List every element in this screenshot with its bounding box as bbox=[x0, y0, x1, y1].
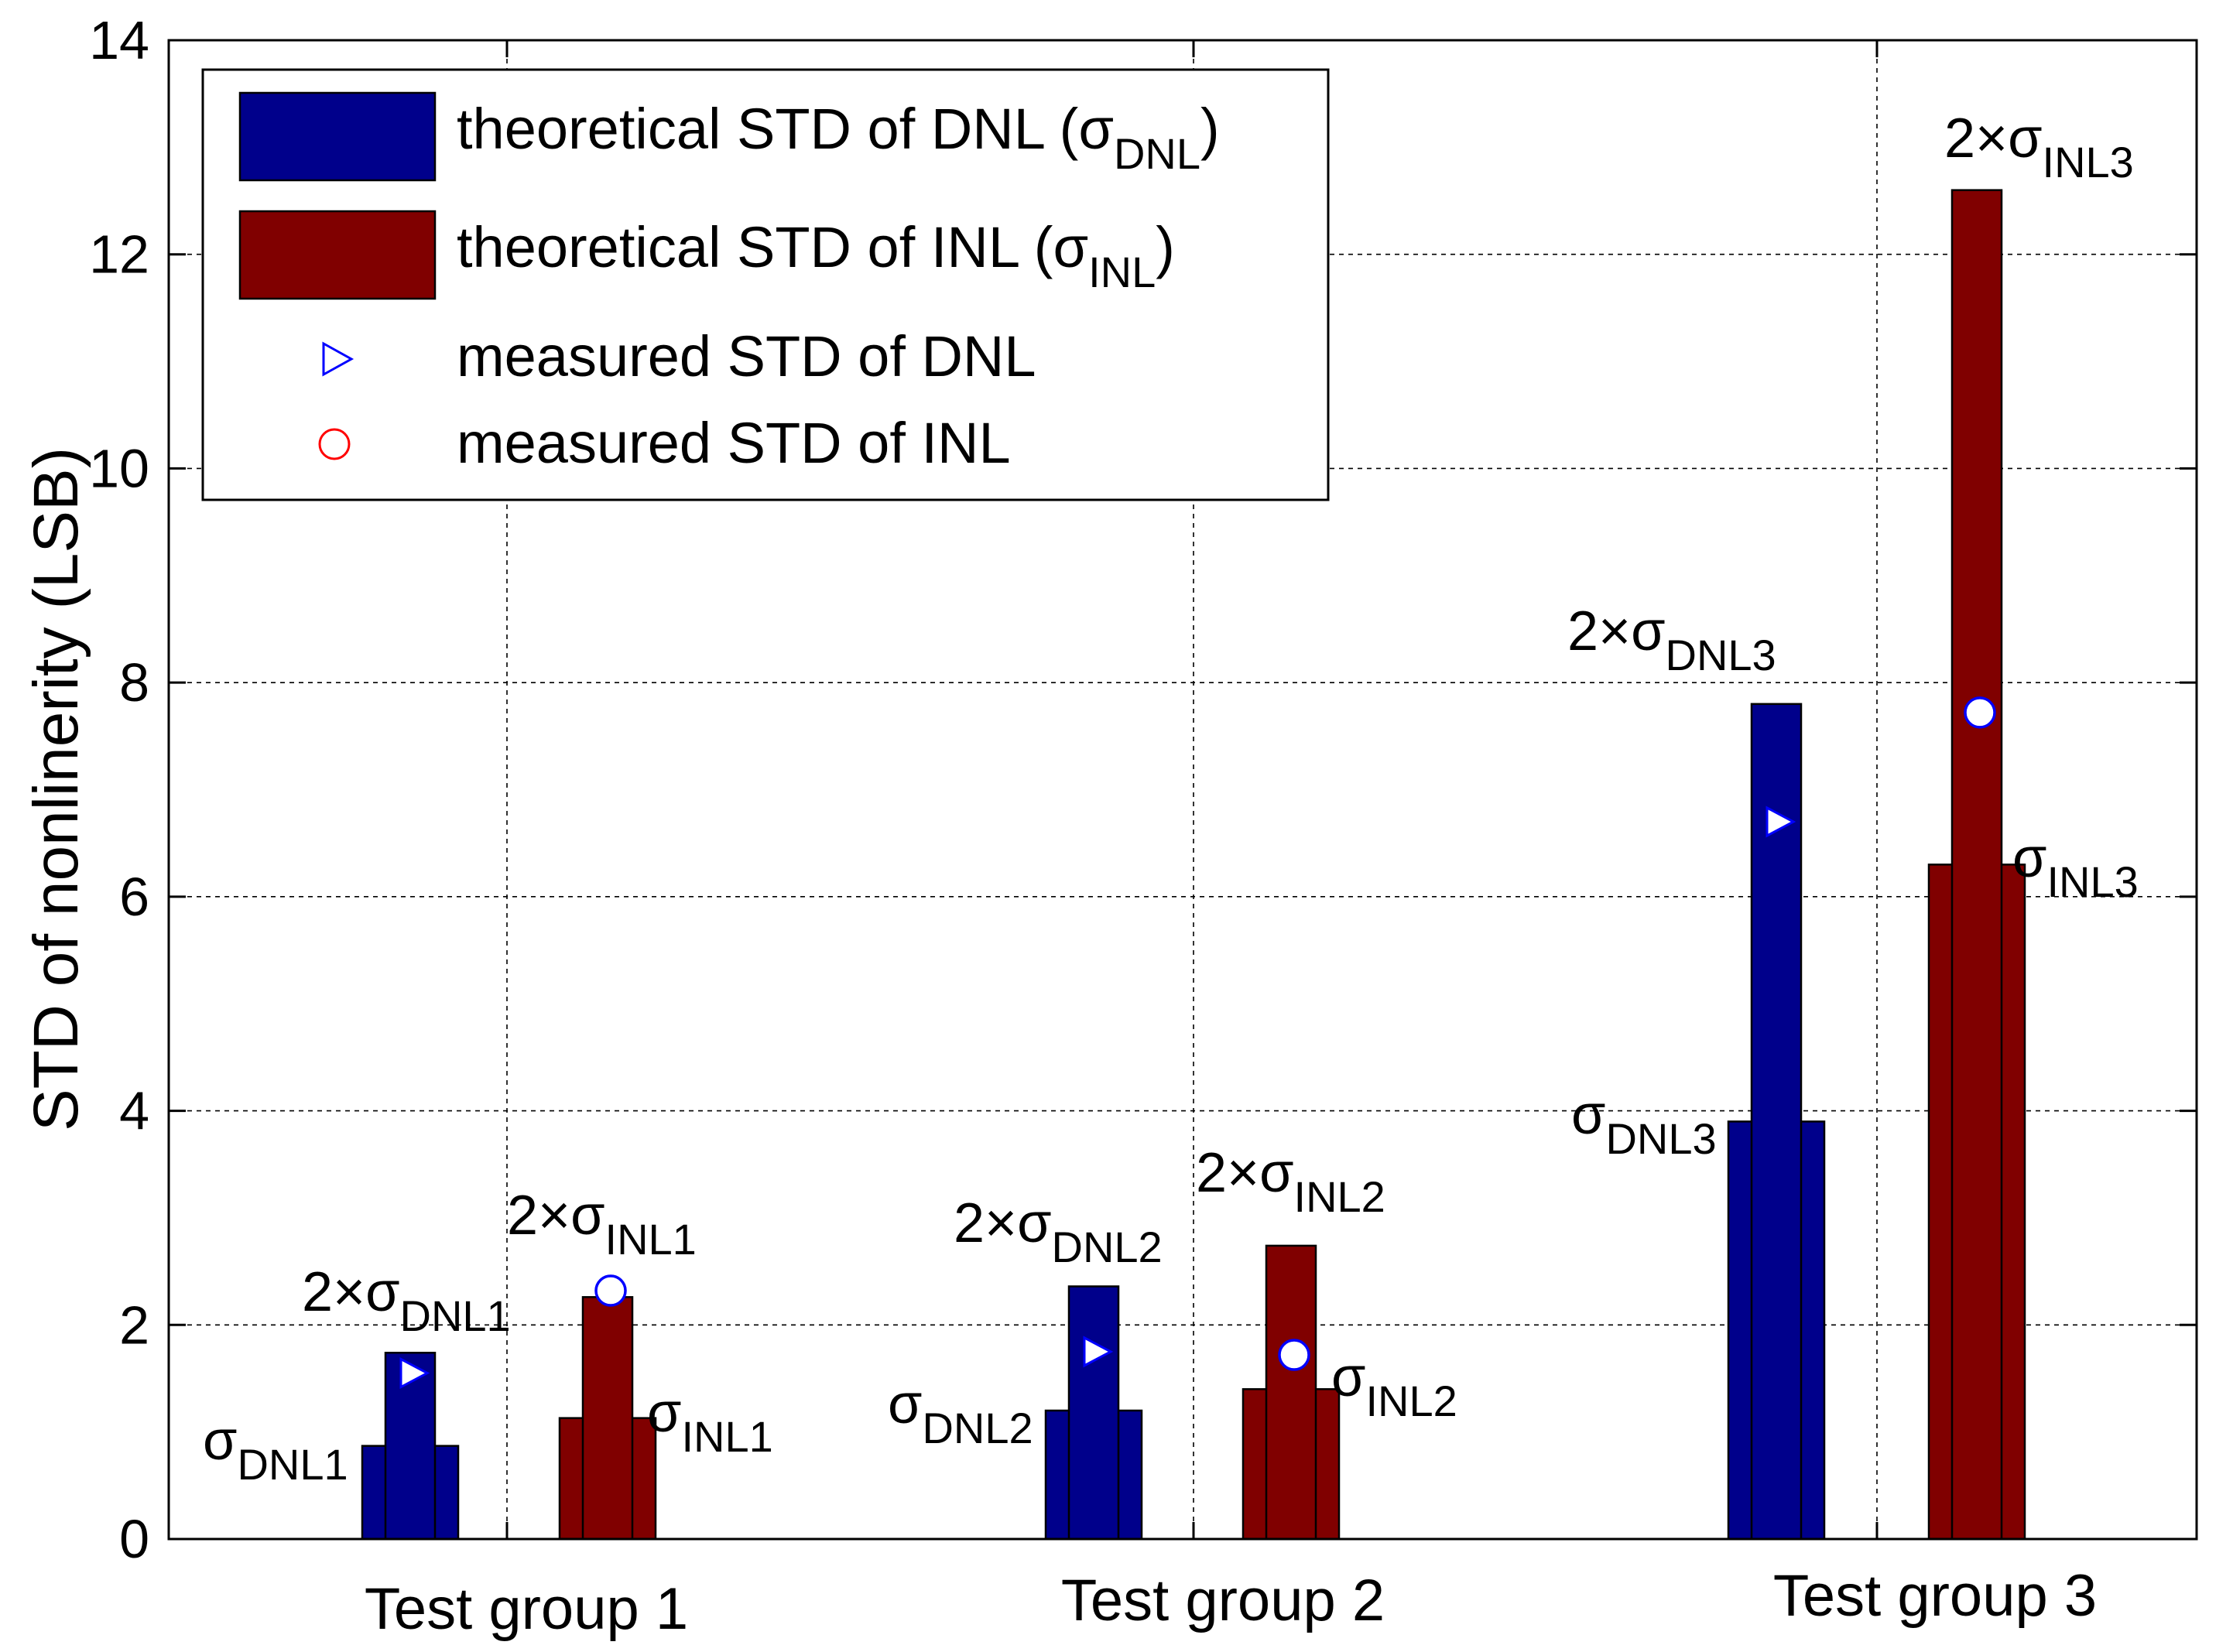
bar-annotation-prefix: 2× bbox=[507, 1185, 570, 1247]
legend-label: theoretical STD of INL (σINL) bbox=[457, 215, 1175, 296]
category-label: Test group 3 bbox=[1773, 1563, 2097, 1629]
legend-circle-marker bbox=[318, 428, 351, 460]
legend-triangle-marker bbox=[322, 341, 354, 377]
bar-annotation-subscript: INL3 bbox=[2043, 138, 2134, 186]
bar-annotation-subscript: INL1 bbox=[681, 1412, 772, 1461]
bar-annotation-subscript: DNL1 bbox=[400, 1291, 511, 1340]
bar-annotation-symbol: σ bbox=[2012, 827, 2046, 889]
bar-annotation-symbol: σ bbox=[1571, 1084, 1605, 1146]
bar-annotation-subscript: INL1 bbox=[605, 1215, 697, 1264]
markers bbox=[399, 696, 1996, 1390]
bar-annotation-symbol: σ bbox=[365, 1261, 399, 1323]
bar-annotation: σDNL3 bbox=[1571, 1084, 1717, 1163]
bar-annotation: 2×σDNL2 bbox=[954, 1192, 1163, 1271]
bar-annotation: 2×σINL2 bbox=[1196, 1142, 1385, 1221]
bar-annotation-subscript: DNL1 bbox=[237, 1440, 348, 1489]
bar-annotation: 2×σINL3 bbox=[1944, 108, 2134, 186]
bar-annotation-prefix: 2× bbox=[1196, 1142, 1259, 1204]
bar-annotation-prefix: 2× bbox=[954, 1192, 1017, 1254]
ticks: 0 2 4 6 8 10 12 14 Test group 1 Test group 2 Test … bbox=[89, 10, 2197, 1642]
inl-2sigma-bar bbox=[1950, 189, 2003, 1541]
y-tick-label: 14 bbox=[89, 10, 149, 70]
bar-annotation: σDNL1 bbox=[203, 1410, 348, 1489]
y-axis-title: STD of nonlinerity (LSB) bbox=[21, 447, 91, 1131]
legend-swatch bbox=[238, 210, 437, 300]
bar-annotation-symbol: σ bbox=[570, 1185, 604, 1247]
y-tick-label: 8 bbox=[119, 652, 149, 713]
bar-annotation-prefix: 2× bbox=[1567, 600, 1631, 662]
bars bbox=[361, 189, 2026, 1541]
y-tick-label: 0 bbox=[119, 1509, 149, 1569]
bar-annotation-symbol: σ bbox=[647, 1382, 681, 1444]
bar-annotation: 2×σDNL3 bbox=[1567, 600, 1776, 679]
bar-annotation-symbol: σ bbox=[2008, 108, 2042, 169]
bar-annotation-symbol: σ bbox=[1017, 1192, 1051, 1254]
measured-inl-marker bbox=[1964, 696, 1996, 729]
bar-annotation-subscript: DNL3 bbox=[1666, 631, 1776, 679]
measured-dnl-marker bbox=[1766, 805, 1796, 838]
legend: theoretical STD of DNL (σDNL)theoretical… bbox=[201, 68, 1330, 501]
bar-annotation-symbol: σ bbox=[1331, 1346, 1365, 1408]
legend-label-suffix: ) bbox=[1200, 97, 1220, 161]
annotations: σDNL12×σDNL12×σINL1σINL1σDNL22×σDNL22×σI… bbox=[203, 108, 2139, 1489]
legend-label-symbol: σ bbox=[1078, 97, 1114, 161]
y-tick-label: 4 bbox=[119, 1081, 149, 1141]
bar-annotation-subscript: DNL2 bbox=[1052, 1223, 1163, 1271]
bar-annotation-prefix: 2× bbox=[1944, 108, 2008, 169]
category-label: Test group 1 bbox=[365, 1576, 688, 1642]
bar-annotation: σDNL2 bbox=[888, 1373, 1033, 1452]
bar-annotation: σINL2 bbox=[1331, 1346, 1457, 1425]
bar-annotation-symbol: σ bbox=[888, 1373, 922, 1435]
y-tick-label: 10 bbox=[89, 438, 149, 498]
bar-annotation: σINL3 bbox=[2012, 827, 2139, 906]
measured-inl-marker bbox=[1278, 1339, 1310, 1371]
dnl-2sigma-bar bbox=[1750, 703, 1803, 1541]
legend-swatch bbox=[238, 91, 437, 182]
bar-annotation-symbol: σ bbox=[1259, 1142, 1293, 1204]
bar-annotation-subscript: DNL2 bbox=[922, 1404, 1033, 1452]
dnl-2sigma-bar bbox=[1067, 1285, 1120, 1541]
legend-label-symbol: σ bbox=[1053, 215, 1088, 279]
measured-dnl-marker bbox=[399, 1357, 430, 1390]
inl-2sigma-bar bbox=[1265, 1244, 1317, 1541]
bar-annotation-symbol: σ bbox=[203, 1410, 237, 1472]
bar-annotation-subscript: INL2 bbox=[1294, 1172, 1385, 1221]
legend-label-prefix: measured STD of DNL bbox=[457, 324, 1036, 388]
bar-annotation: 2×σINL1 bbox=[507, 1185, 697, 1264]
bar-annotation-subscript: DNL3 bbox=[1605, 1114, 1716, 1163]
legend-label-prefix: theoretical STD of DNL ( bbox=[457, 97, 1079, 161]
legend-label: theoretical STD of DNL (σDNL) bbox=[457, 97, 1220, 178]
plot-frame bbox=[167, 39, 2198, 1541]
bar-annotation-prefix: 2× bbox=[302, 1261, 365, 1323]
legend-label-prefix: theoretical STD of INL ( bbox=[457, 215, 1053, 279]
legend-label: measured STD of DNL bbox=[457, 324, 1036, 388]
bar-annotation-subscript: INL2 bbox=[1365, 1377, 1457, 1425]
y-tick-label: 2 bbox=[119, 1295, 149, 1355]
category-label: Test group 2 bbox=[1061, 1568, 1385, 1633]
bar-annotation: 2×σDNL1 bbox=[302, 1261, 511, 1340]
bar-annotation: σINL1 bbox=[647, 1382, 773, 1461]
legend-label-subscript: DNL bbox=[1114, 129, 1200, 178]
bar-annotation-symbol: σ bbox=[1631, 600, 1665, 662]
measured-inl-marker bbox=[594, 1274, 627, 1307]
measured-dnl-marker bbox=[1083, 1336, 1114, 1368]
bar-annotation-subscript: INL3 bbox=[2046, 857, 2138, 906]
legend-label-prefix: measured STD of INL bbox=[457, 411, 1011, 475]
legend-label: measured STD of INL bbox=[457, 411, 1011, 475]
legend-label-subscript: INL bbox=[1088, 248, 1156, 296]
inl-2sigma-bar bbox=[581, 1296, 634, 1541]
y-tick-label: 12 bbox=[89, 224, 149, 285]
y-tick-label: 6 bbox=[119, 867, 149, 927]
legend-label-suffix: ) bbox=[1156, 215, 1175, 279]
